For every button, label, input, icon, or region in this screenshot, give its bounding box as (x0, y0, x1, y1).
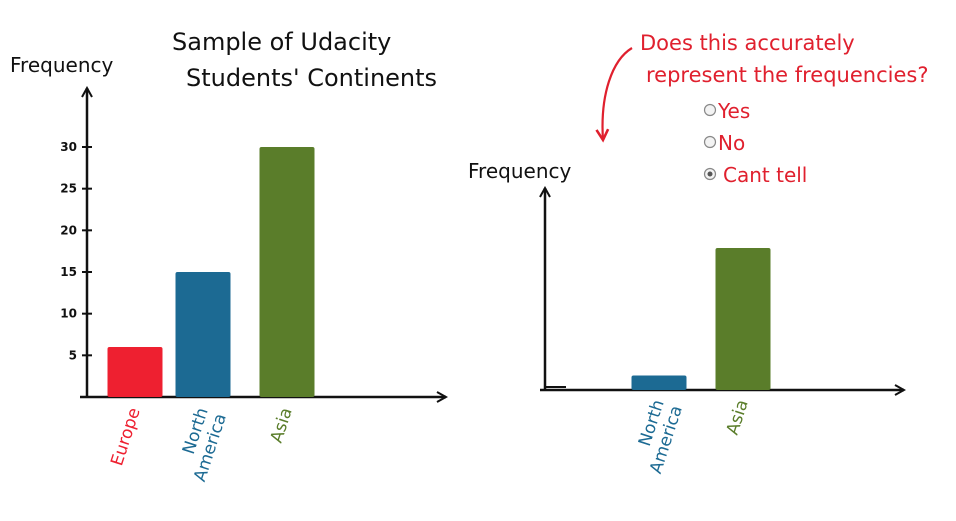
quiz-panel: Does this accurately represent the frequ… (603, 31, 928, 187)
bar-north-america (631, 375, 687, 390)
category-label: NorthAmerica (172, 405, 231, 484)
y-tick-label: 10 (60, 307, 77, 321)
category-label-text: Asia (267, 405, 297, 445)
continent-bar-chart: Sample of Udacity Students' Continents F… (10, 28, 446, 484)
option-yes-label[interactable]: Yes (717, 99, 750, 123)
category-label-line: Europe (107, 405, 144, 468)
chart-title-line-2: Students' Continents (186, 64, 437, 92)
category-label-text: Europe (107, 405, 144, 468)
category-label: Asia (723, 397, 753, 437)
y-tick-label: 20 (60, 223, 77, 237)
y-ticks: 5 10 15 20 25 30 (60, 140, 92, 362)
y-axis-label-2: Frequency (468, 159, 571, 183)
bars (107, 147, 315, 397)
option-yes[interactable]: Yes (703, 99, 751, 123)
question-line-2: represent the frequencies? (646, 63, 928, 87)
y-tick-label: 15 (60, 265, 77, 279)
category-labels: Europe NorthAmerica Asia (107, 405, 296, 484)
category-label: Europe (107, 405, 144, 468)
y-tick-label: 30 (60, 140, 77, 154)
unscaled-bar-chart: Frequency NorthAmerica Asia (468, 159, 904, 476)
bar-asia (259, 147, 315, 397)
category-labels-2: NorthAmerica Asia (628, 397, 753, 476)
option-no-label[interactable]: No (718, 131, 745, 155)
bar-europe (107, 347, 163, 397)
category-label-text: Asia (723, 397, 753, 437)
bar-asia (715, 248, 771, 390)
radio-yes[interactable] (703, 103, 717, 117)
y-tick-label: 5 (69, 348, 77, 362)
category-label-text: NorthAmerica (628, 397, 687, 476)
category-label: NorthAmerica (628, 397, 687, 476)
option-no[interactable]: No (703, 131, 746, 155)
chart-title-line-1: Sample of Udacity (172, 28, 391, 56)
category-label: Asia (267, 405, 297, 445)
option-cant-tell[interactable]: Cant tell (703, 163, 808, 187)
radio-no[interactable] (703, 135, 717, 149)
category-label-text: NorthAmerica (172, 405, 231, 484)
category-label-line: Asia (267, 405, 297, 445)
bar-north-america (175, 272, 231, 397)
question-line-1: Does this accurately (640, 31, 855, 55)
y-tick-label: 25 (60, 182, 77, 196)
category-label-line: Asia (723, 397, 753, 437)
y-axis-label: Frequency (10, 53, 113, 77)
bars-2 (631, 248, 771, 390)
pointer-arrow (603, 47, 633, 140)
radio-cant-tell-dot (707, 171, 713, 177)
option-cant-tell-label[interactable]: Cant tell (723, 163, 807, 187)
